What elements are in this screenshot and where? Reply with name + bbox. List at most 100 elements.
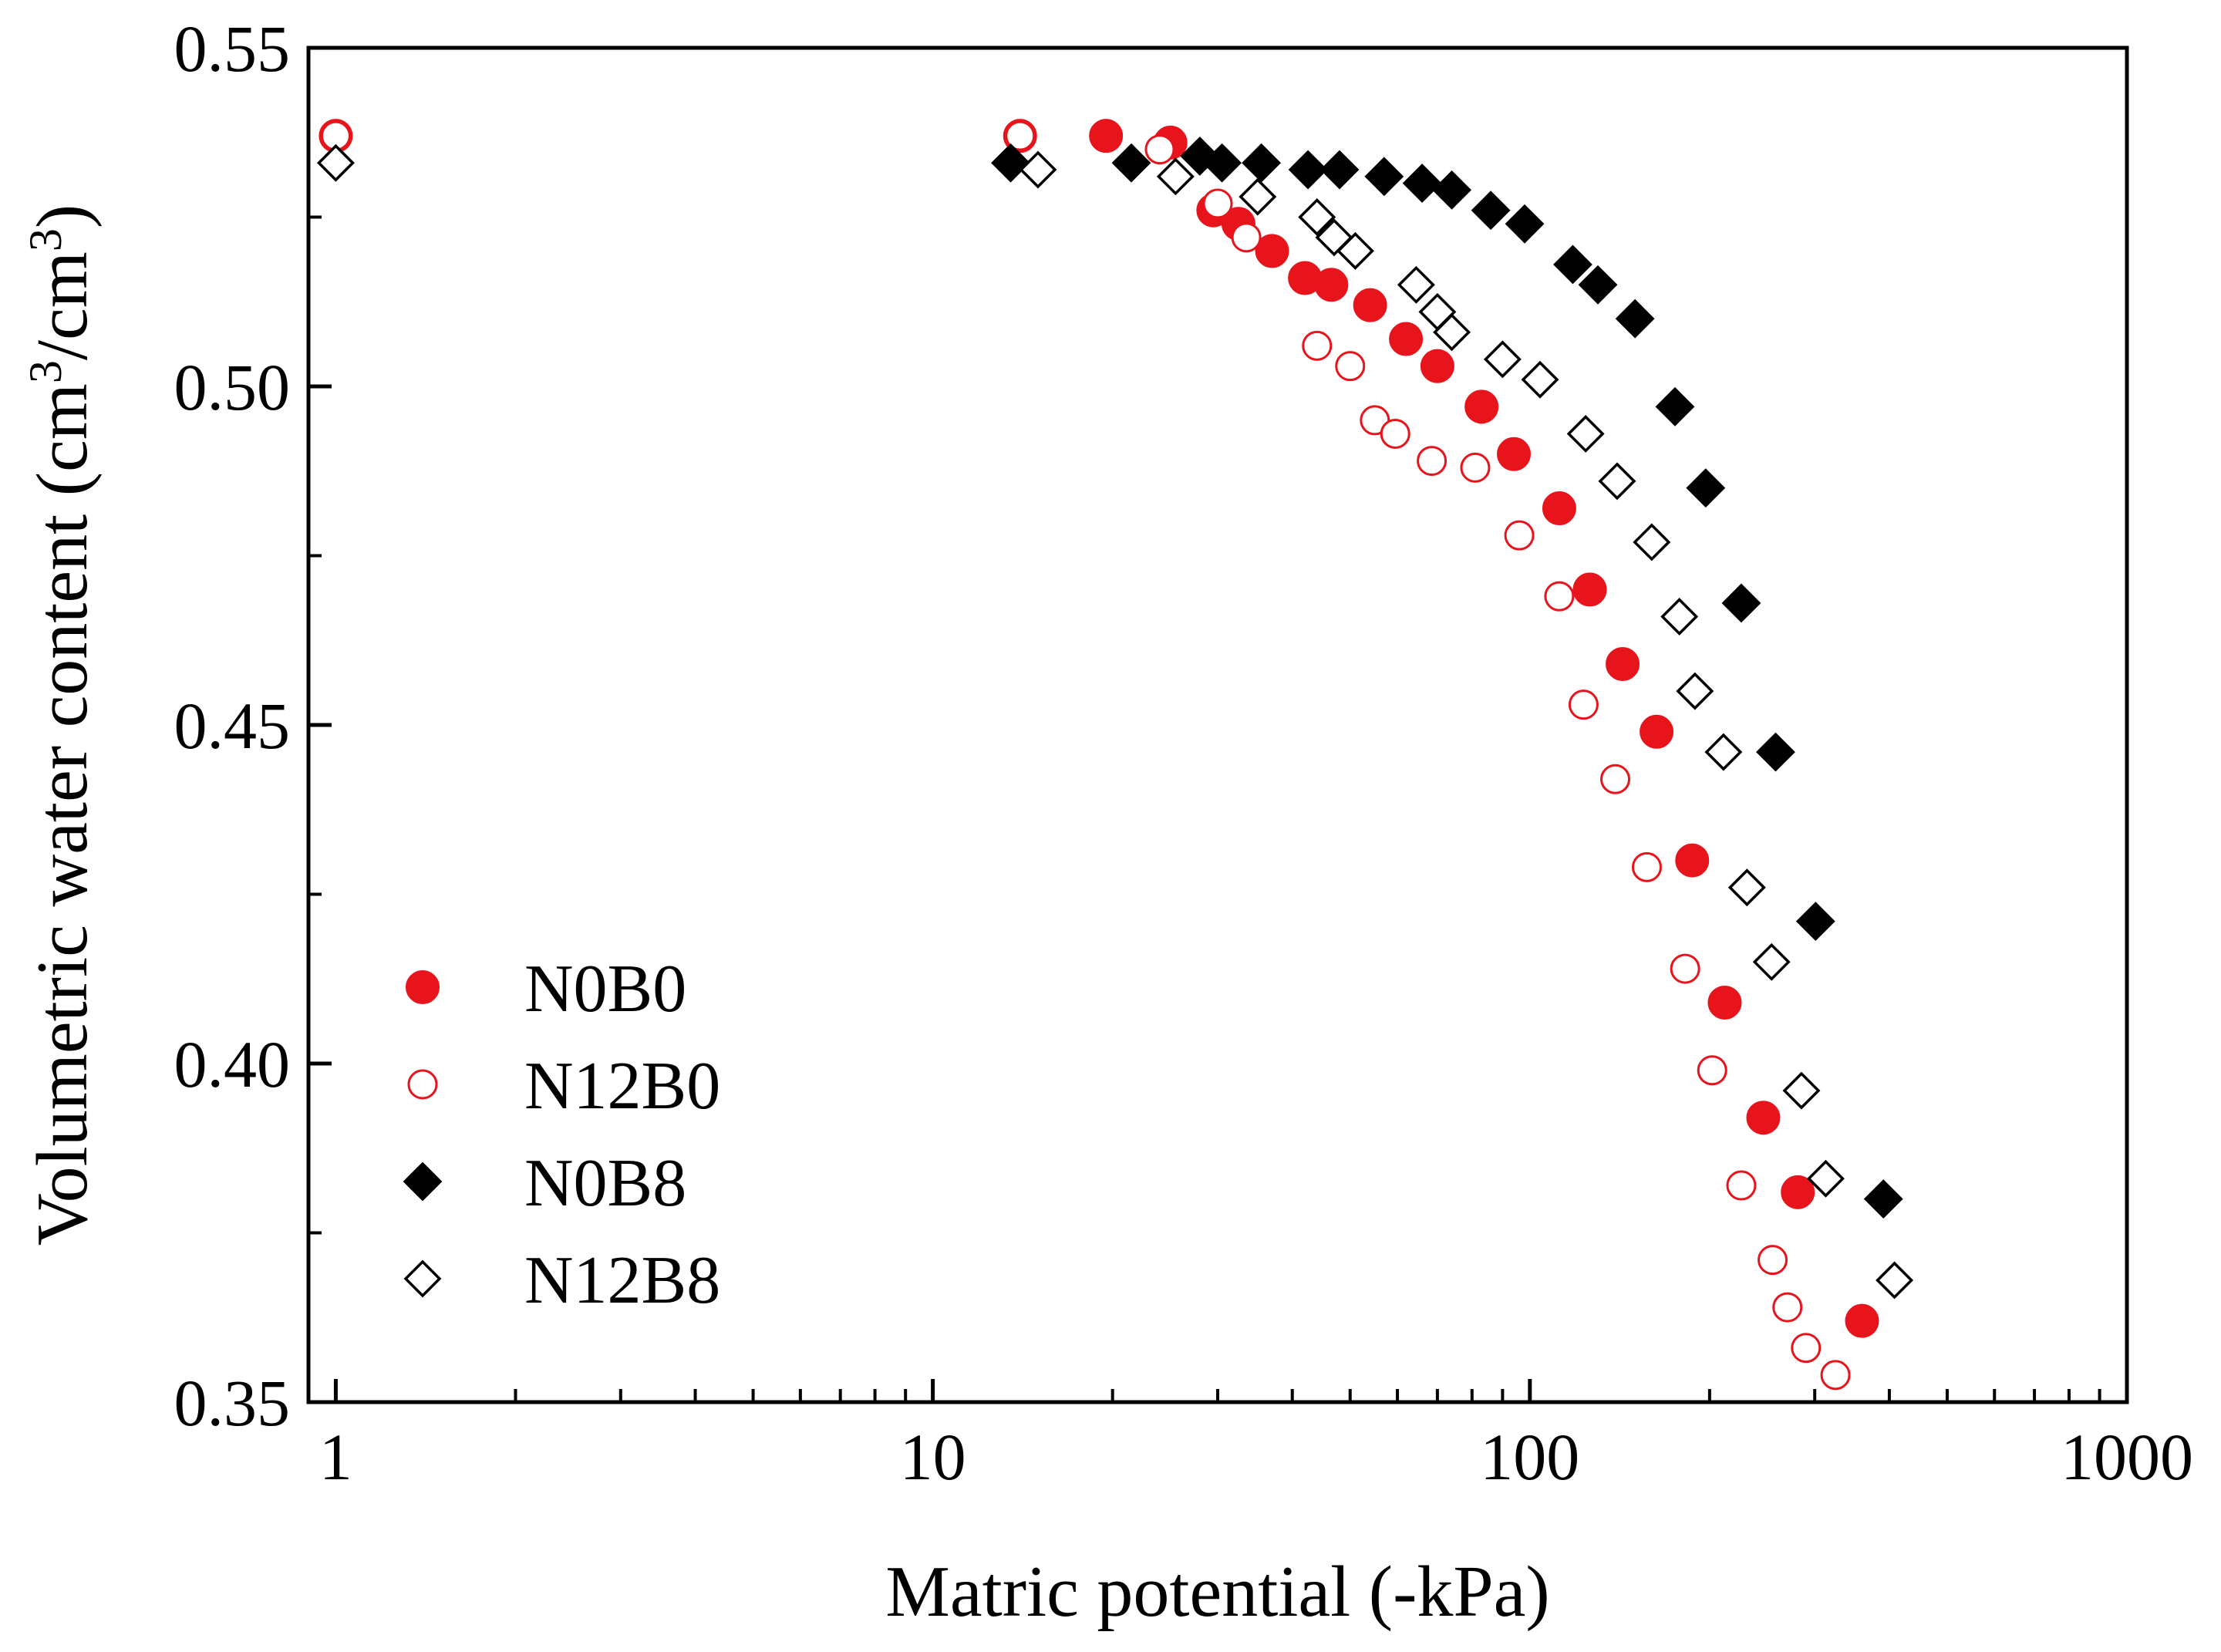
data-point-n12b0 <box>1791 1333 1822 1364</box>
legend-item-n12b8: N12B8 <box>403 1243 720 1318</box>
data-points <box>316 119 1914 1391</box>
x-axis-title: Matric potential (-kPa) <box>885 1552 1549 1632</box>
data-point-n0b0 <box>1542 491 1576 526</box>
data-point-n12b8 <box>1704 733 1743 771</box>
data-point-n0b8 <box>1756 732 1795 772</box>
data-point-n12b8 <box>1298 198 1336 236</box>
legend-marker <box>407 1069 438 1100</box>
series-n12b0 <box>320 120 1851 1391</box>
data-point-n12b0 <box>1758 1245 1788 1276</box>
data-point-n0b8 <box>1432 170 1471 210</box>
data-point-n12b0 <box>1726 1170 1757 1201</box>
data-point-n12b0 <box>1697 1055 1727 1086</box>
data-point-n0b8 <box>1553 244 1592 285</box>
data-point-n12b8 <box>316 143 355 182</box>
x-tick-label: 10 <box>900 1420 966 1494</box>
data-point-n12b8 <box>1598 462 1636 501</box>
data-point-n12b8 <box>1336 231 1374 270</box>
data-point-n0b8 <box>1721 583 1761 623</box>
data-point-n0b8 <box>1319 150 1360 190</box>
y-tick-label: 0.40 <box>174 1027 291 1101</box>
legend: N0B0 N12B0 N0B8 N12B8 <box>403 952 720 1318</box>
data-point-n12b8 <box>1676 672 1714 710</box>
data-point-n0b8 <box>1505 204 1545 244</box>
data-point-n12b0 <box>1670 953 1700 984</box>
data-point-n12b8 <box>1239 177 1277 216</box>
data-point-n12b0 <box>1504 520 1535 551</box>
data-point-n0b8 <box>1111 143 1151 183</box>
data-point-n0b8 <box>1655 386 1695 426</box>
data-point-n12b8 <box>1727 868 1766 907</box>
data-point-n0b8 <box>1202 143 1242 183</box>
data-point-n12b8 <box>1019 150 1057 189</box>
data-point-n0b8 <box>1402 164 1442 204</box>
data-point-n0b0 <box>1606 646 1640 681</box>
y-tick-label: 0.35 <box>174 1366 291 1440</box>
data-point-n0b0 <box>1464 389 1499 424</box>
data-point-n12b8 <box>1433 313 1471 352</box>
legend-label: N12B0 <box>524 1049 720 1124</box>
data-point-n12b8 <box>1782 1071 1821 1110</box>
data-point-n12b8 <box>1806 1159 1845 1198</box>
data-point-n12b8 <box>1397 265 1435 304</box>
legend-marker <box>403 1161 443 1202</box>
legend-label: N0B8 <box>524 1146 686 1221</box>
data-point-n0b8 <box>1288 150 1328 190</box>
data-point-n0b8 <box>1863 1179 1903 1219</box>
data-point-n0b0 <box>1640 714 1674 749</box>
x-tick-label: 100 <box>1480 1420 1579 1494</box>
data-point-n0b8 <box>1686 468 1726 508</box>
y-axis-title-sup-1: 3 <box>20 360 71 383</box>
data-point-n12b0 <box>1631 851 1662 882</box>
data-point-n12b0 <box>1544 581 1575 612</box>
data-point-n12b8 <box>1521 360 1559 399</box>
data-point-n12b8 <box>1633 523 1671 561</box>
data-point-n12b0 <box>1231 222 1262 253</box>
data-point-n0b8 <box>991 143 1030 183</box>
data-point-n12b8 <box>1660 598 1699 636</box>
data-point-n12b0 <box>1772 1292 1803 1323</box>
data-point-n12b0 <box>1202 188 1233 219</box>
data-point-n12b0 <box>1460 452 1491 483</box>
series-n12b8 <box>316 143 1914 1300</box>
data-point-n12b0 <box>1568 689 1599 720</box>
data-point-n0b0 <box>1707 985 1742 1020</box>
legend-item-n12b0: N12B0 <box>407 1049 720 1124</box>
data-point-n12b0 <box>1335 351 1366 382</box>
legend-label: N0B0 <box>524 952 686 1027</box>
legend-item-n0b0: N0B0 <box>406 952 686 1027</box>
legend-label: N12B8 <box>524 1243 720 1318</box>
data-point-n12b8 <box>1752 942 1791 981</box>
y-axis-title-part-1: Volumetric water content (cm <box>22 383 103 1246</box>
data-point-n0b8 <box>1795 902 1835 942</box>
data-point-n0b0 <box>1353 288 1387 322</box>
data-point-n0b0 <box>1389 322 1424 356</box>
x-tick-label: 1 <box>319 1420 352 1494</box>
y-axis-title-part-2: /cm <box>22 251 103 360</box>
data-point-n0b8 <box>1471 190 1511 231</box>
data-point-n0b0 <box>1089 119 1124 153</box>
data-point-n12b0 <box>1600 764 1631 794</box>
data-point-n0b0 <box>1314 268 1349 302</box>
data-point-n0b8 <box>1578 265 1618 305</box>
data-point-n0b0 <box>1746 1101 1781 1135</box>
y-tick-label: 0.45 <box>174 689 291 763</box>
data-point-n0b0 <box>1420 349 1454 383</box>
data-point-n0b0 <box>1781 1175 1815 1209</box>
y-tick-label: 0.50 <box>174 350 291 424</box>
data-point-n12b8 <box>1483 340 1522 379</box>
data-point-n0b8 <box>1615 298 1655 339</box>
data-point-n12b0 <box>1005 120 1036 151</box>
data-point-n0b8 <box>1242 143 1282 183</box>
data-point-n12b0 <box>1417 446 1448 477</box>
data-point-n0b0 <box>1255 234 1289 268</box>
y-axis-title-sup-2: 3 <box>20 228 71 251</box>
y-tick-label: 0.55 <box>174 12 291 86</box>
data-point-n12b8 <box>1876 1261 1914 1300</box>
data-point-n0b8 <box>1364 157 1404 197</box>
data-point-n0b0 <box>1845 1303 1879 1338</box>
data-point-n12b8 <box>1156 157 1195 196</box>
data-point-n0b0 <box>1497 437 1532 471</box>
y-axis-title-part-3: ) <box>22 204 103 228</box>
